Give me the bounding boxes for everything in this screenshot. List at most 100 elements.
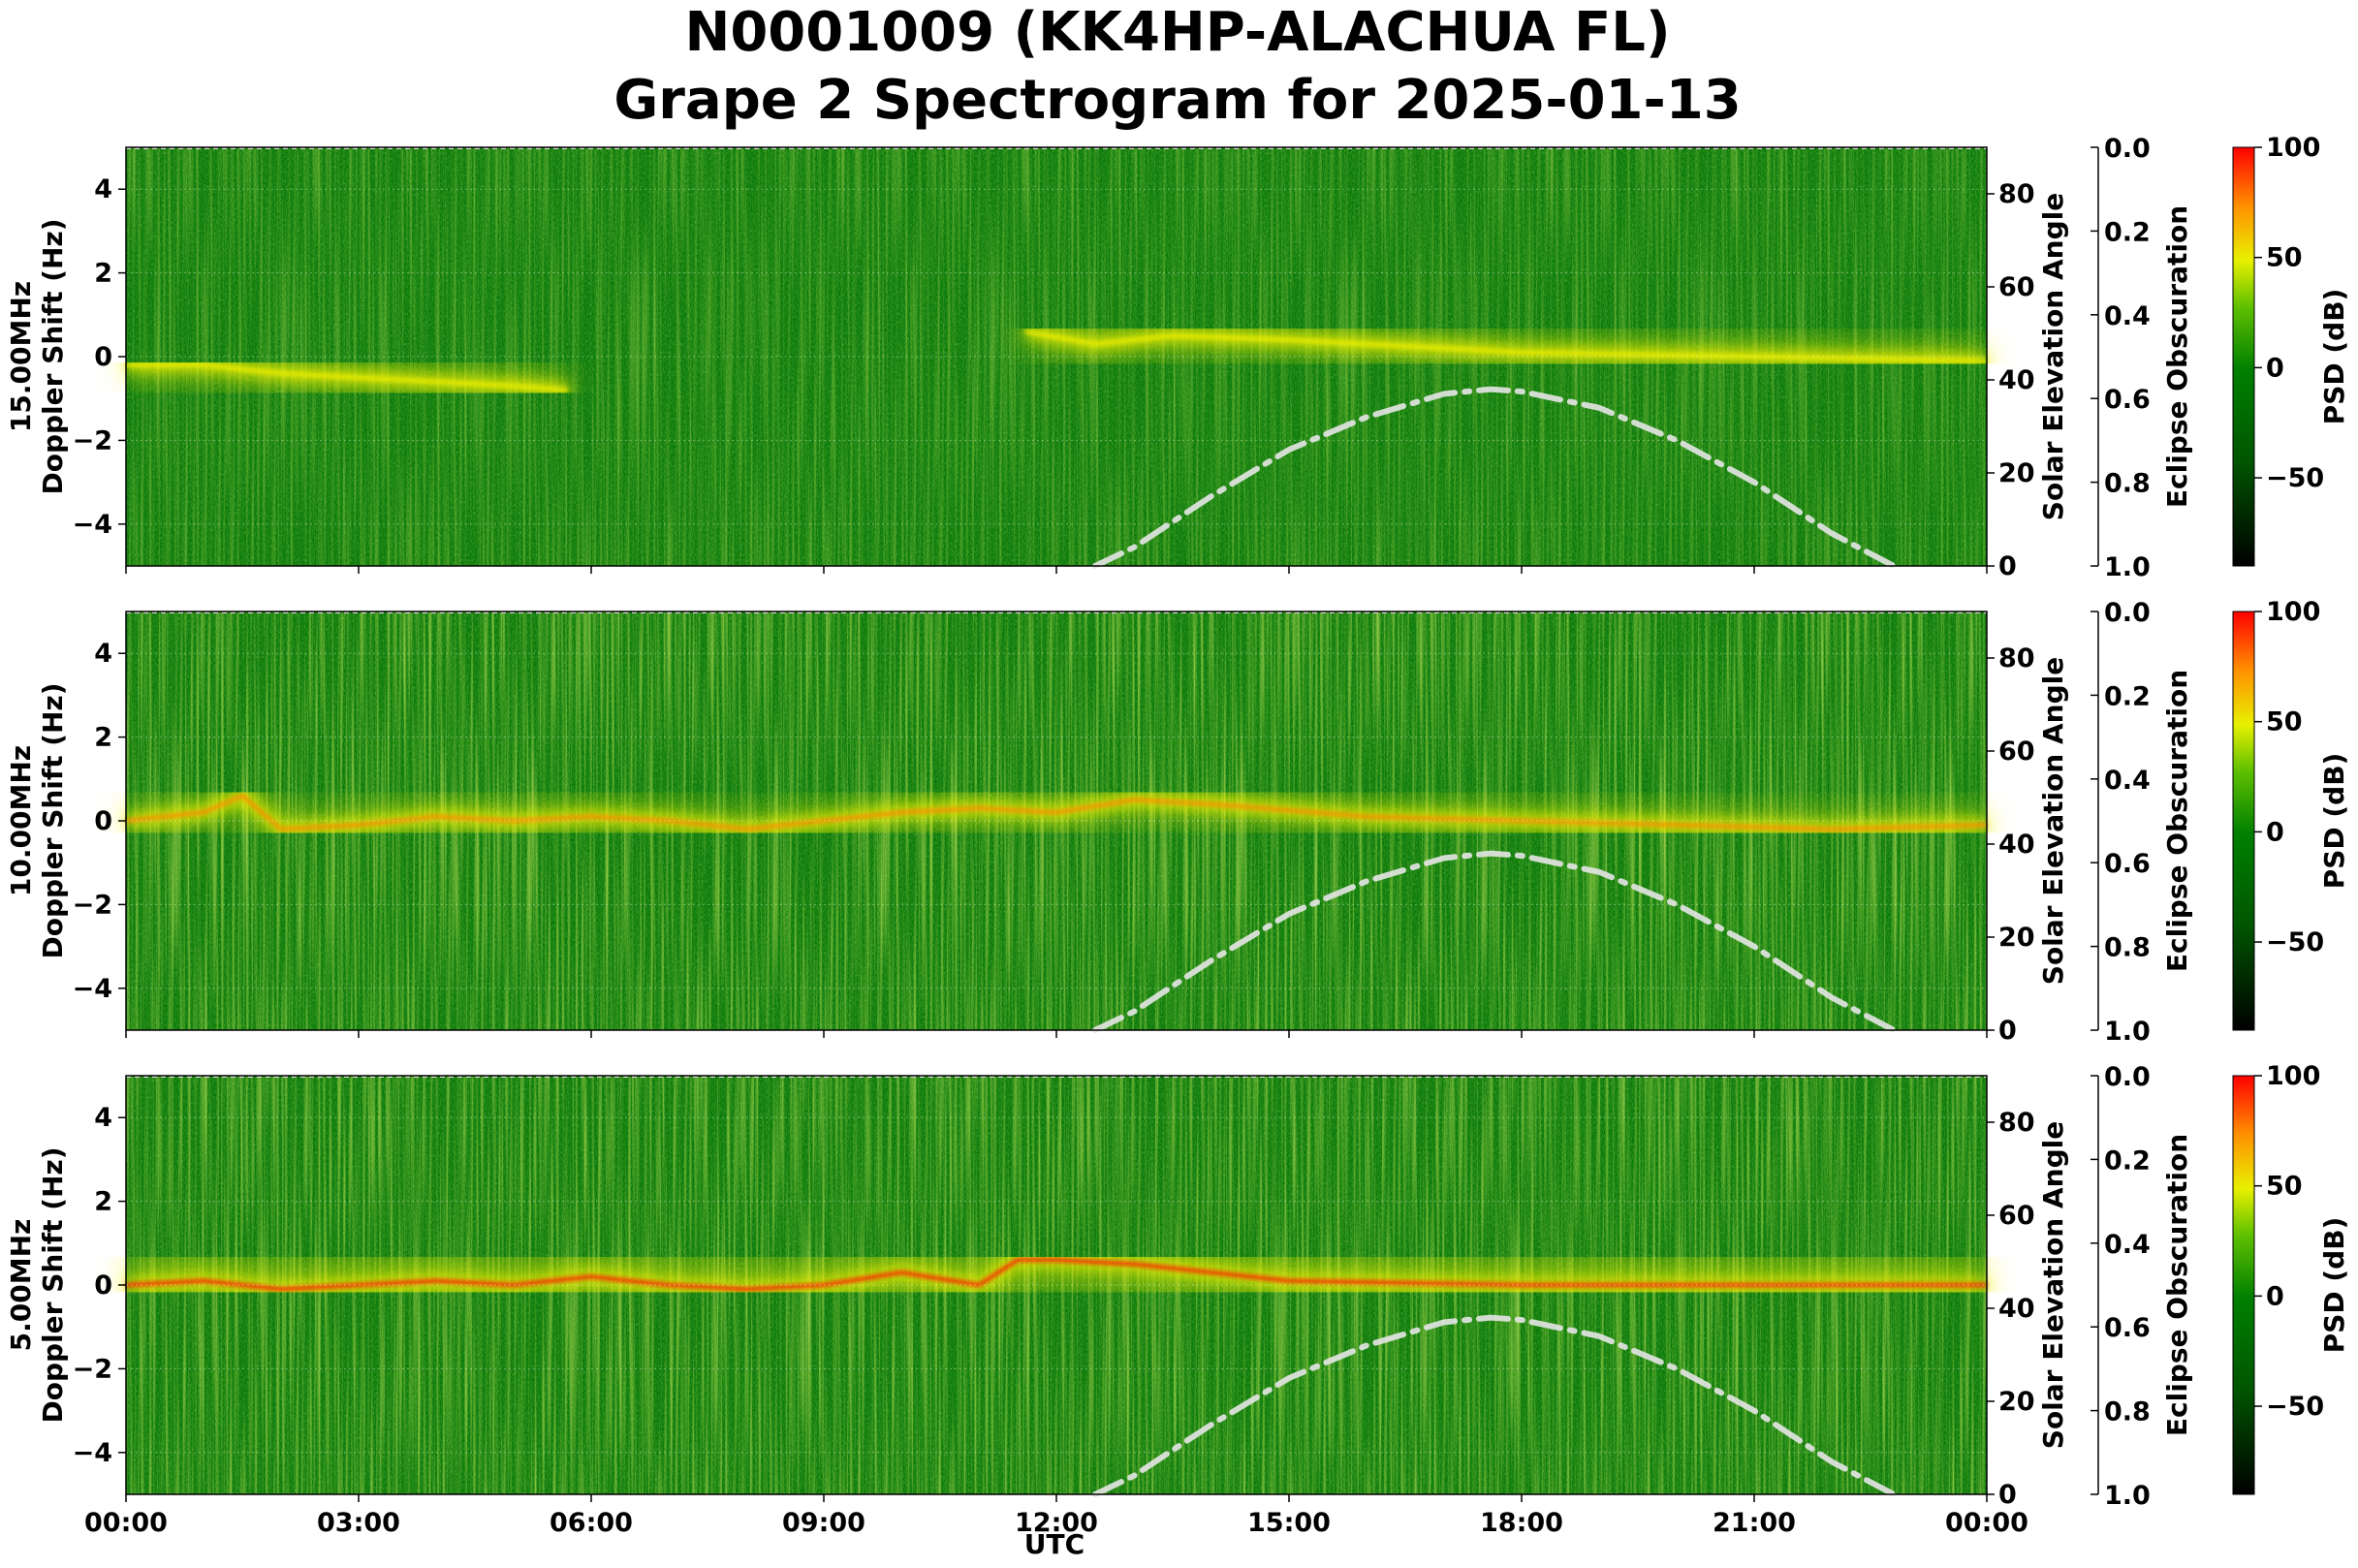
x-tick-label: 00:00 bbox=[1945, 1508, 2028, 1538]
colorbar-tick-label: 50 bbox=[2266, 1172, 2303, 1202]
solar-elevation-axis-label: Solar Elevation Angle bbox=[2037, 1121, 2069, 1449]
colorbar bbox=[2232, 146, 2255, 567]
y3-tick-label: 0.6 bbox=[2104, 849, 2151, 879]
panels: 420−2−415.00MHz Doppler Shift (Hz)8060402… bbox=[5, 133, 2350, 1511]
title-line-2: Grape 2 Spectrogram for 2025-01-13 bbox=[613, 69, 1741, 132]
y-tick-label: 4 bbox=[94, 174, 112, 204]
y2-tick-label: 20 bbox=[1998, 1387, 2035, 1417]
y-tick-label: 2 bbox=[94, 259, 112, 289]
colorbar-tick-label: 0 bbox=[2266, 353, 2284, 383]
y2-tick-label: 40 bbox=[1998, 365, 2035, 395]
y2-tick-label: 0 bbox=[1998, 1016, 2017, 1046]
colorbar bbox=[2232, 611, 2255, 1031]
doppler-axis-label: Doppler Shift (Hz) bbox=[37, 218, 69, 494]
y3-tick-label: 0.6 bbox=[2104, 385, 2151, 415]
y3-tick-label: 0.8 bbox=[2104, 933, 2151, 963]
title-line-1: N0001009 (KK4HP-ALACHUA FL) bbox=[684, 1, 1670, 64]
solar-elevation-axis-label: Solar Elevation Angle bbox=[2037, 193, 2069, 520]
solar-elevation-curve bbox=[1092, 386, 1897, 569]
y2-tick-label: 80 bbox=[1998, 643, 2035, 674]
y2-tick-label: 60 bbox=[1998, 737, 2035, 767]
y3-tick-label: 0.4 bbox=[2104, 1230, 2151, 1260]
y3-tick-label: 1.0 bbox=[2104, 1481, 2151, 1511]
y-tick-label: −4 bbox=[73, 1438, 112, 1468]
y-tick-label: −4 bbox=[73, 510, 112, 540]
y2-tick-label: 80 bbox=[1998, 1108, 2035, 1138]
y-tick-label: 2 bbox=[94, 1187, 112, 1217]
colorbar-tick-label: −50 bbox=[2266, 463, 2324, 493]
y3-tick-label: 0.0 bbox=[2104, 598, 2151, 628]
panel-3: 420−2−45.00MHz Doppler Shift (Hz)80604020… bbox=[5, 1061, 2350, 1511]
x-tick-label: 18:00 bbox=[1480, 1508, 1563, 1538]
x-axis-label: UTC bbox=[1024, 1528, 1085, 1560]
x-axis: 00:00 03:00 06:00 09:00 12:00 15:00 18:00 21:00… bbox=[84, 1508, 2028, 1560]
x-tick-label: 15:00 bbox=[1247, 1508, 1331, 1538]
y3-tick-label: 0.6 bbox=[2104, 1313, 2151, 1343]
y3-tick-label: 1.0 bbox=[2104, 1017, 2151, 1047]
colorbar-tick-label: −50 bbox=[2266, 927, 2324, 957]
y3-tick-label: 0.2 bbox=[2104, 681, 2151, 711]
x-tick-label: 06:00 bbox=[550, 1508, 633, 1538]
y3-tick-label: 0.4 bbox=[2104, 301, 2151, 331]
signal-trace bbox=[126, 362, 569, 392]
y2-tick-label: 0 bbox=[1998, 551, 2017, 581]
colorbar-tick-label: 50 bbox=[2266, 707, 2303, 737]
solar-elevation-curve bbox=[1092, 850, 1897, 1033]
y-tick-label: 0 bbox=[94, 342, 112, 372]
y3-tick-label: 0.0 bbox=[2104, 1062, 2151, 1092]
y2-tick-label: 40 bbox=[1998, 830, 2035, 860]
y-tick-label: 2 bbox=[94, 723, 112, 753]
panel-frequency-label: 15.00MHz bbox=[5, 281, 37, 432]
y-tick-label: −2 bbox=[73, 1354, 112, 1384]
panel-1: 420−2−415.00MHz Doppler Shift (Hz)8060402… bbox=[5, 133, 2350, 582]
doppler-axis-label: Doppler Shift (Hz) bbox=[37, 1146, 69, 1423]
y2-tick-label: 60 bbox=[1998, 272, 2035, 302]
colorbar-tick-label: 100 bbox=[2266, 1061, 2320, 1091]
x-tick-label: 00:00 bbox=[84, 1508, 168, 1538]
panel-2: 420−2−410.00MHz Doppler Shift (Hz)8060402… bbox=[5, 597, 2350, 1047]
y3-tick-label: 0.2 bbox=[2104, 1145, 2151, 1176]
y2-tick-label: 80 bbox=[1998, 179, 2035, 209]
colorbar-tick-label: −50 bbox=[2266, 1392, 2324, 1422]
y-tick-label: 4 bbox=[94, 1103, 112, 1133]
signal-trace bbox=[125, 793, 1988, 831]
doppler-axis-label: Doppler Shift (Hz) bbox=[37, 682, 69, 958]
colorbar-tick-label: 0 bbox=[2266, 817, 2284, 847]
y2-tick-label: 60 bbox=[1998, 1201, 2035, 1231]
y-tick-label: −4 bbox=[73, 974, 112, 1004]
y2-tick-label: 20 bbox=[1998, 458, 2035, 488]
y-tick-label: −2 bbox=[73, 425, 112, 455]
y-tick-label: −2 bbox=[73, 890, 112, 920]
solar-elevation-curve bbox=[1092, 1314, 1897, 1497]
y3-tick-label: 1.0 bbox=[2104, 552, 2151, 582]
y3-tick-label: 0.0 bbox=[2104, 134, 2151, 164]
y3-tick-label: 0.8 bbox=[2104, 469, 2151, 499]
y-tick-label: 0 bbox=[94, 806, 112, 836]
y2-tick-label: 40 bbox=[1998, 1294, 2035, 1324]
x-tick-label: 21:00 bbox=[1713, 1508, 1796, 1538]
y3-tick-label: 0.4 bbox=[2104, 766, 2151, 796]
eclipse-obscuration-axis-label: Eclipse Obscuration bbox=[2161, 205, 2193, 508]
y-tick-label: 0 bbox=[94, 1270, 112, 1301]
x-tick-label: 03:00 bbox=[317, 1508, 400, 1538]
colorbar bbox=[2232, 1075, 2255, 1495]
x-tick-label: 09:00 bbox=[782, 1508, 865, 1538]
y3-tick-label: 0.8 bbox=[2104, 1397, 2151, 1427]
y2-tick-label: 0 bbox=[1998, 1480, 2017, 1510]
figure-title: N0001009 (KK4HP-ALACHUA FL) Grape 2 Spec… bbox=[613, 1, 1741, 132]
panel-frequency-label: 10.00MHz bbox=[5, 745, 37, 896]
x-tick-labels: 00:00 03:00 06:00 09:00 12:00 15:00 18:00 21:00… bbox=[84, 1508, 2028, 1538]
eclipse-obscuration-axis-label: Eclipse Obscuration bbox=[2161, 670, 2193, 972]
y-tick-label: 4 bbox=[94, 639, 112, 669]
eclipse-obscuration-axis-label: Eclipse Obscuration bbox=[2161, 1134, 2193, 1436]
solar-elevation-axis-label: Solar Elevation Angle bbox=[2037, 657, 2069, 985]
y3-tick-label: 0.2 bbox=[2104, 217, 2151, 247]
colorbar-tick-label: 100 bbox=[2266, 133, 2320, 163]
panel-frequency-label: 5.00MHz bbox=[5, 1219, 37, 1352]
colorbar-label: PSD (dB) bbox=[2318, 289, 2350, 425]
colorbar-tick-label: 100 bbox=[2266, 597, 2320, 627]
y2-tick-label: 20 bbox=[1998, 923, 2035, 953]
colorbar-tick-label: 50 bbox=[2266, 243, 2303, 273]
colorbar-tick-label: 0 bbox=[2266, 1281, 2284, 1311]
colorbar-label: PSD (dB) bbox=[2318, 753, 2350, 890]
